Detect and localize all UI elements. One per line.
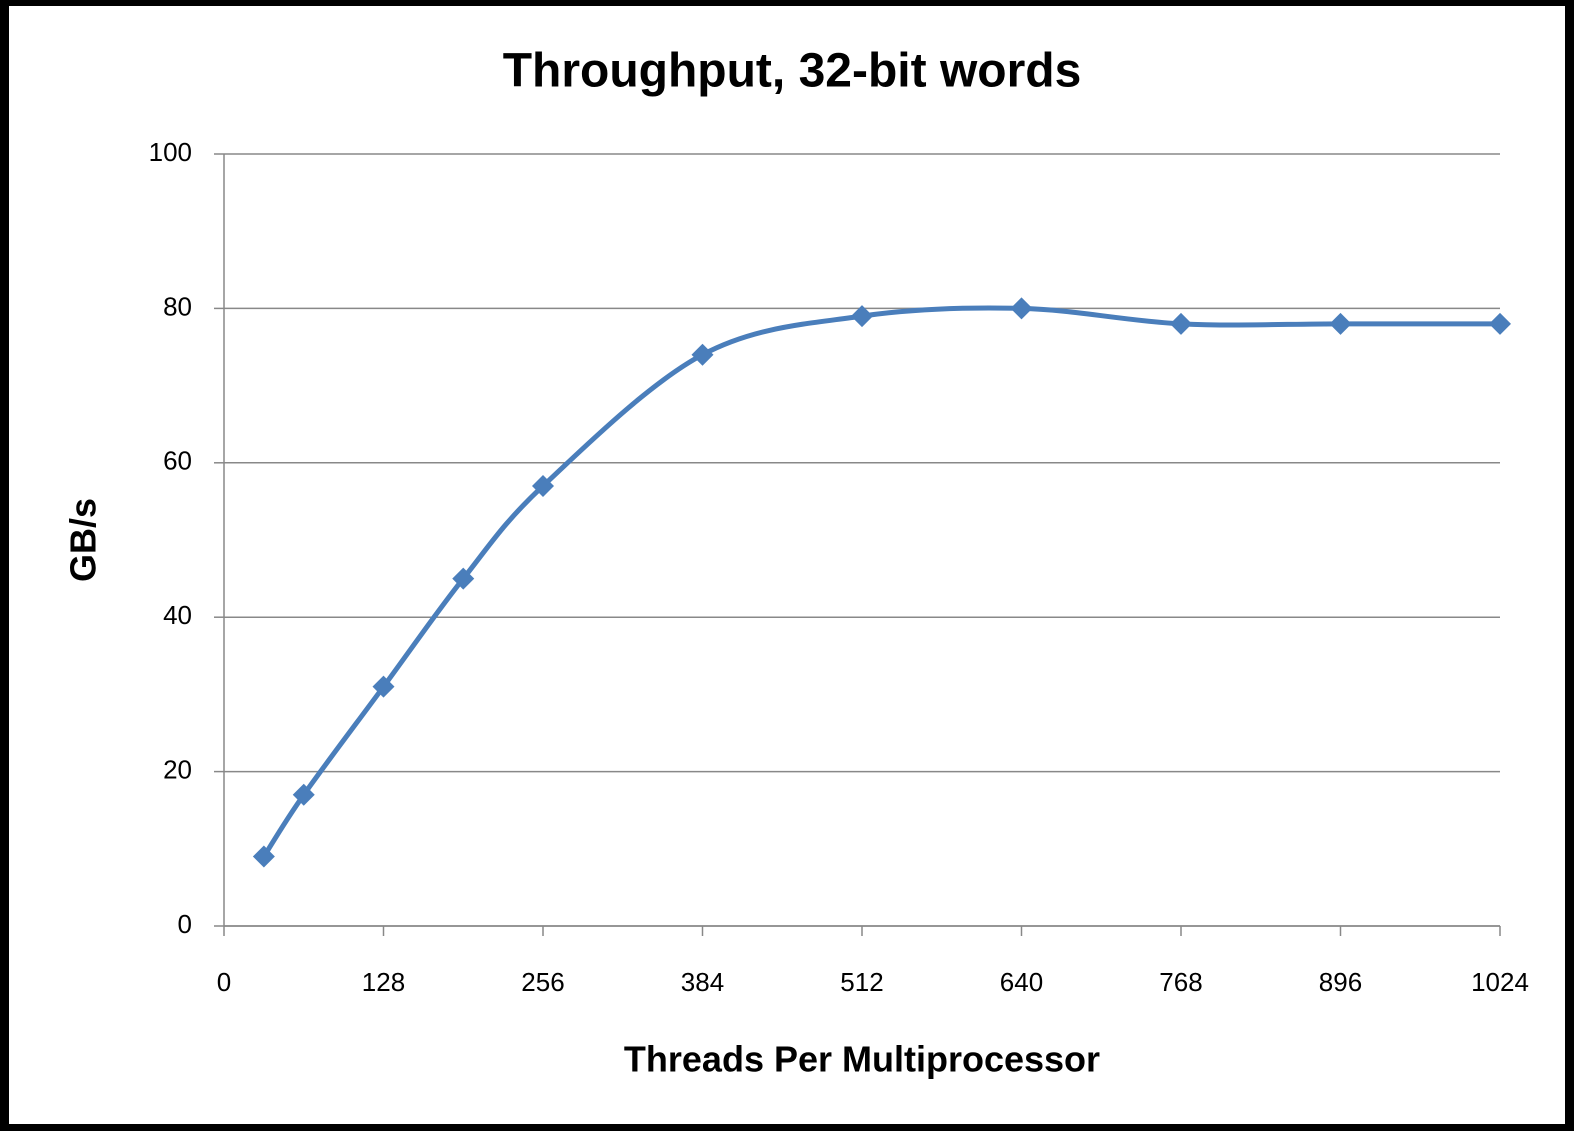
x-tick-label: 0: [217, 967, 231, 997]
marker: [1170, 312, 1192, 335]
x-tick-label: 128: [362, 967, 405, 997]
y-tick-label: 20: [163, 754, 192, 784]
marker: [1489, 312, 1511, 335]
y-tick-label: 80: [163, 291, 192, 321]
marker: [452, 567, 475, 590]
y-axis-label: GB/s: [63, 498, 104, 582]
y-tick-label: 40: [163, 600, 192, 630]
chart-title: Throughput, 32-bit words: [503, 45, 1082, 98]
marker: [691, 343, 714, 366]
chart-area: [9, 6, 1565, 1124]
x-tick-label: 256: [521, 967, 564, 997]
x-tick-label: 384: [681, 967, 724, 997]
marker: [252, 845, 275, 868]
marker: [1010, 297, 1033, 320]
marker: [292, 783, 315, 806]
marker: [532, 474, 554, 497]
marker: [372, 675, 395, 698]
y-tick-label: 0: [178, 909, 192, 939]
x-axis-label: Threads Per Multiprocessor: [624, 1039, 1100, 1080]
y-tick-label: 60: [163, 446, 192, 476]
y-tick-label: 100: [149, 137, 192, 167]
x-tick-label: 896: [1319, 967, 1362, 997]
x-tick-label: 512: [840, 967, 883, 997]
marker: [851, 305, 873, 328]
x-tick-label: 768: [1159, 967, 1202, 997]
x-tick-label: 640: [1000, 967, 1043, 997]
marker: [1329, 312, 1352, 335]
x-tick-label: 1024: [1471, 967, 1529, 997]
